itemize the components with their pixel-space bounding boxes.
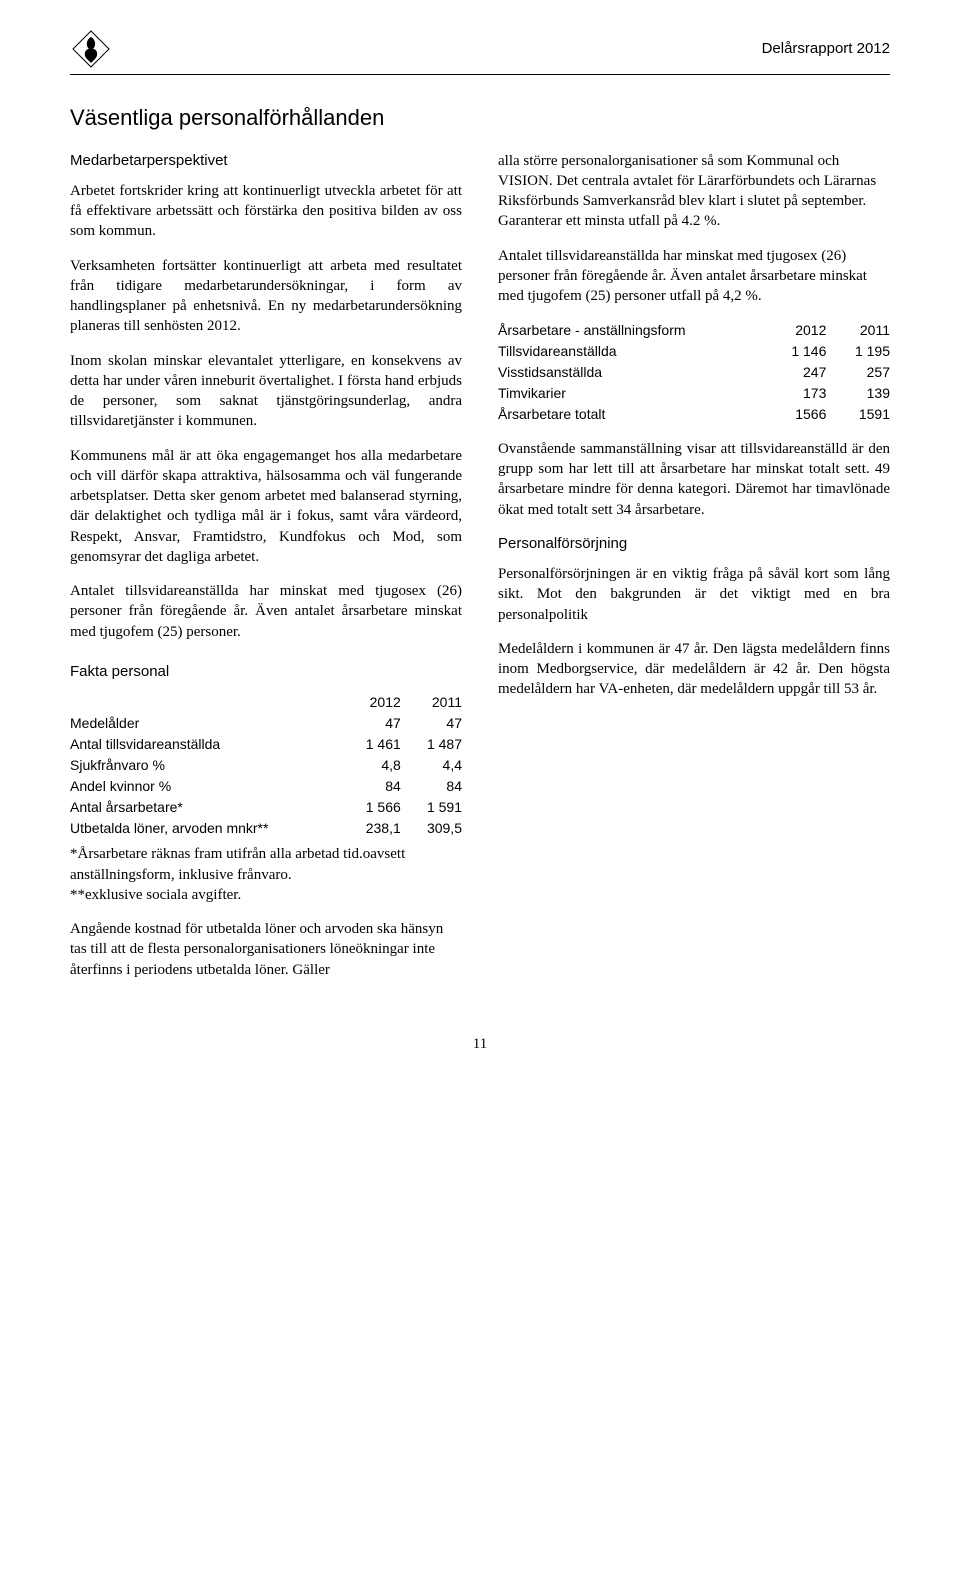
subheading-medarbetarperspektivet: Medarbetarperspektivet	[70, 151, 462, 171]
paragraph: Kommunens mål är att öka engagemanget ho…	[70, 446, 462, 568]
table-cell: 173	[763, 383, 827, 404]
table-cell: 1 566	[340, 797, 401, 818]
table-cell: 1 146	[763, 341, 827, 362]
table-cell: 84	[401, 776, 462, 797]
table-row: Andel kvinnor % 84 84	[70, 776, 462, 797]
table-cell: 1 487	[401, 734, 462, 755]
page-number: 11	[70, 1034, 890, 1054]
main-heading: Väsentliga personalförhållanden	[70, 103, 890, 133]
table-header-cell: 2012	[763, 320, 827, 341]
table-cell: Antal årsarbetare*	[70, 797, 340, 818]
municipal-logo-icon	[70, 28, 112, 70]
table-row: Medelålder 47 47	[70, 713, 462, 734]
footnote: *Årsarbetare räknas fram utifrån alla ar…	[70, 844, 462, 885]
table-row: Timvikarier 173 139	[498, 383, 890, 404]
table-cell: 309,5	[401, 818, 462, 839]
table-cell: 257	[826, 362, 890, 383]
table-header-cell	[70, 692, 340, 713]
table-cell: 47	[340, 713, 401, 734]
right-column: alla större personalorganisationer så so…	[498, 151, 890, 994]
table-row: Visstidsanställda 247 257	[498, 362, 890, 383]
document-title: Delårsrapport 2012	[762, 39, 890, 59]
table-cell: 238,1	[340, 818, 401, 839]
table-row: Antal årsarbetare* 1 566 1 591	[70, 797, 462, 818]
left-column: Medarbetarperspektivet Arbetet fortskrid…	[70, 151, 462, 994]
paragraph: Angående kostnad för utbetalda löner och…	[70, 919, 462, 980]
table-cell: 84	[340, 776, 401, 797]
table-cell: 1 591	[401, 797, 462, 818]
table-cell: 4,4	[401, 755, 462, 776]
table-row: Antal tillsvidareanställda 1 461 1 487	[70, 734, 462, 755]
arsarbetare-table: Årsarbetare - anställningsform 2012 2011…	[498, 320, 890, 424]
table-cell: 1591	[826, 404, 890, 425]
table-cell: Årsarbetare totalt	[498, 404, 763, 425]
table-header-row: Årsarbetare - anställningsform 2012 2011	[498, 320, 890, 341]
table-cell: Sjukfrånvaro %	[70, 755, 340, 776]
paragraph: Verksamheten fortsätter kontinuerligt at…	[70, 256, 462, 337]
table-header-cell: 2012	[340, 692, 401, 713]
page: Delårsrapport 2012 Väsentliga personalfö…	[0, 0, 960, 1094]
subheading-personalforsorjning: Personalförsörjning	[498, 534, 890, 554]
table-cell: 1 195	[826, 341, 890, 362]
two-column-layout: Medarbetarperspektivet Arbetet fortskrid…	[70, 151, 890, 994]
table-cell: Andel kvinnor %	[70, 776, 340, 797]
table-cell: 1566	[763, 404, 827, 425]
table-row: Årsarbetare totalt 1566 1591	[498, 404, 890, 425]
table-cell: Antal tillsvidareanställda	[70, 734, 340, 755]
paragraph: alla större personalorganisationer så so…	[498, 151, 890, 232]
paragraph: Inom skolan minskar elevantalet ytterlig…	[70, 351, 462, 432]
table-cell: 47	[401, 713, 462, 734]
table-cell: 1 461	[340, 734, 401, 755]
table-footnotes: *Årsarbetare räknas fram utifrån alla ar…	[70, 844, 462, 905]
paragraph: Antalet tillsvidareanställda har minskat…	[70, 581, 462, 642]
footnote: **exklusive sociala avgifter.	[70, 885, 462, 905]
paragraph: Personalförsörjningen är en viktig fråga…	[498, 564, 890, 625]
table-cell: Visstidsanställda	[498, 362, 763, 383]
page-header: Delårsrapport 2012	[70, 28, 890, 75]
table-cell: 4,8	[340, 755, 401, 776]
table-header-cell: 2011	[826, 320, 890, 341]
table-cell: 247	[763, 362, 827, 383]
table-cell: Tillsvidareanställda	[498, 341, 763, 362]
table-row: Tillsvidareanställda 1 146 1 195	[498, 341, 890, 362]
paragraph: Ovanstående sammanställning visar att ti…	[498, 439, 890, 520]
table-row: Utbetalda löner, arvoden mnkr** 238,1 30…	[70, 818, 462, 839]
table-header-cell: Årsarbetare - anställningsform	[498, 320, 763, 341]
table-cell: 139	[826, 383, 890, 404]
paragraph: Antalet tillsvidareanställda har minskat…	[498, 246, 890, 307]
table-cell: Utbetalda löner, arvoden mnkr**	[70, 818, 340, 839]
table-header-cell: 2011	[401, 692, 462, 713]
paragraph: Medelåldern i kommunen är 47 år. Den läg…	[498, 639, 890, 700]
table-row: Sjukfrånvaro % 4,8 4,4	[70, 755, 462, 776]
fakta-personal-table: 2012 2011 Medelålder 47 47 Antal tillsvi…	[70, 692, 462, 838]
paragraph: Arbetet fortskrider kring att kontinuerl…	[70, 181, 462, 242]
subheading-fakta-personal: Fakta personal	[70, 662, 462, 682]
table-cell: Timvikarier	[498, 383, 763, 404]
table-header-row: 2012 2011	[70, 692, 462, 713]
table-cell: Medelålder	[70, 713, 340, 734]
